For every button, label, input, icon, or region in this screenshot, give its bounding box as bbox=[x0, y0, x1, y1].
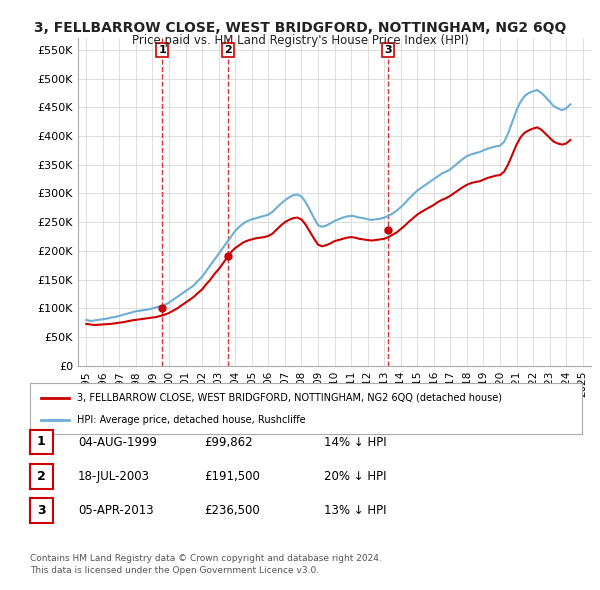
Text: £191,500: £191,500 bbox=[204, 470, 260, 483]
Text: 20% ↓ HPI: 20% ↓ HPI bbox=[324, 470, 386, 483]
Text: 1: 1 bbox=[158, 45, 166, 55]
Text: 3, FELLBARROW CLOSE, WEST BRIDGFORD, NOTTINGHAM, NG2 6QQ (detached house): 3, FELLBARROW CLOSE, WEST BRIDGFORD, NOT… bbox=[77, 392, 502, 402]
Text: £99,862: £99,862 bbox=[204, 436, 253, 449]
Text: HPI: Average price, detached house, Rushcliffe: HPI: Average price, detached house, Rush… bbox=[77, 415, 305, 425]
Text: 2: 2 bbox=[224, 45, 232, 55]
Text: 13% ↓ HPI: 13% ↓ HPI bbox=[324, 504, 386, 517]
Text: 18-JUL-2003: 18-JUL-2003 bbox=[78, 470, 150, 483]
Text: Price paid vs. HM Land Registry's House Price Index (HPI): Price paid vs. HM Land Registry's House … bbox=[131, 34, 469, 47]
Text: Contains HM Land Registry data © Crown copyright and database right 2024.
This d: Contains HM Land Registry data © Crown c… bbox=[30, 554, 382, 575]
Text: 14% ↓ HPI: 14% ↓ HPI bbox=[324, 436, 386, 449]
Text: 3: 3 bbox=[37, 504, 46, 517]
Text: 3: 3 bbox=[385, 45, 392, 55]
Text: 2: 2 bbox=[37, 470, 46, 483]
Text: 05-APR-2013: 05-APR-2013 bbox=[78, 504, 154, 517]
Text: 04-AUG-1999: 04-AUG-1999 bbox=[78, 436, 157, 449]
Text: 3, FELLBARROW CLOSE, WEST BRIDGFORD, NOTTINGHAM, NG2 6QQ: 3, FELLBARROW CLOSE, WEST BRIDGFORD, NOT… bbox=[34, 21, 566, 35]
Text: £236,500: £236,500 bbox=[204, 504, 260, 517]
Text: 1: 1 bbox=[37, 435, 46, 448]
